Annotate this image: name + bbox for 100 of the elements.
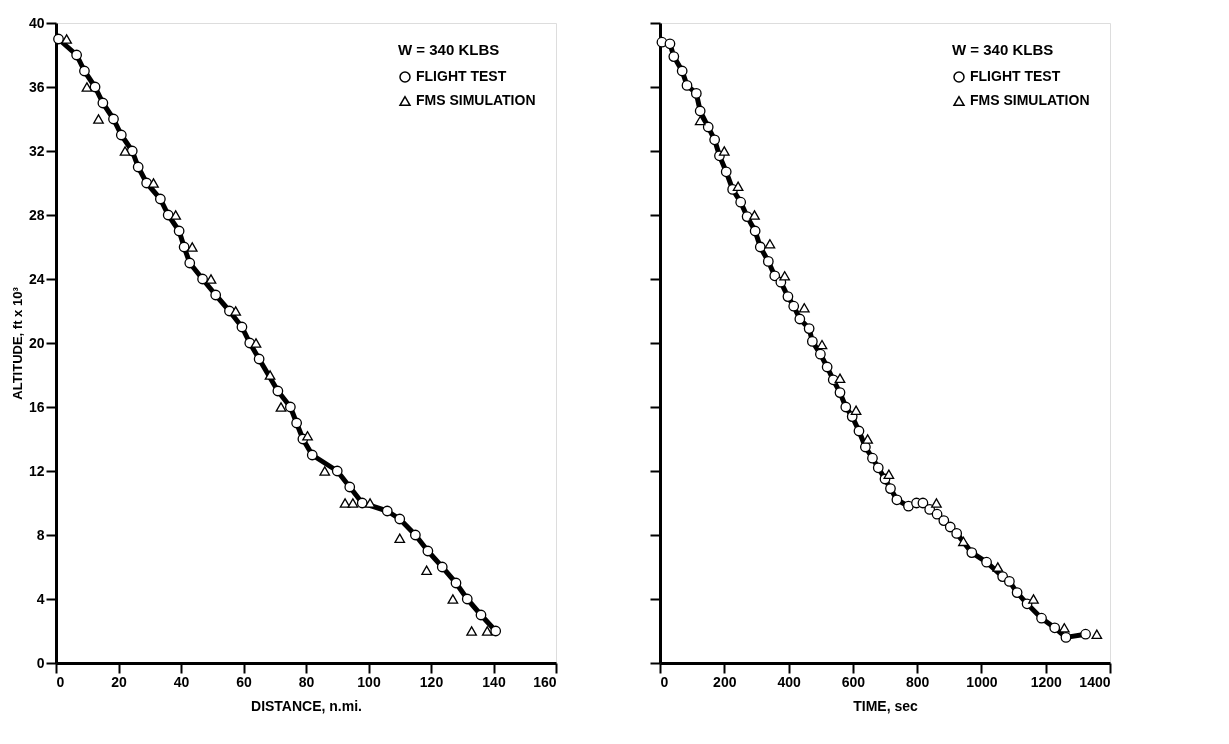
point	[681, 80, 693, 91]
point	[798, 303, 810, 313]
point	[749, 225, 761, 237]
point	[840, 401, 852, 413]
point	[170, 210, 182, 220]
y-tick-label: 36	[28, 78, 45, 95]
y-tick-label: 24	[28, 270, 45, 287]
point	[944, 521, 956, 533]
point	[981, 556, 992, 568]
point	[718, 146, 730, 156]
point	[938, 515, 950, 526]
point	[236, 321, 248, 333]
x-tick-label: 160	[533, 673, 557, 690]
legend-label: FLIGHT TEST	[970, 68, 1061, 84]
point	[1049, 622, 1061, 634]
point	[381, 505, 393, 517]
point	[867, 452, 878, 464]
point	[466, 626, 478, 636]
point	[720, 166, 732, 178]
x-tick-label: 0	[660, 673, 669, 690]
point	[339, 498, 351, 508]
x-tick-label: 0	[56, 673, 65, 690]
point	[815, 348, 826, 360]
point	[394, 513, 406, 525]
point	[284, 401, 296, 413]
y-tick-label: 20	[28, 334, 45, 351]
legend-label: FLIGHT TEST	[416, 68, 507, 84]
point	[421, 565, 433, 575]
point	[93, 114, 104, 124]
point	[178, 241, 190, 253]
x-tick-label: 600	[841, 673, 866, 690]
point	[319, 466, 331, 476]
x-tick-label: 140	[482, 673, 506, 690]
point	[344, 481, 356, 493]
point	[436, 561, 448, 573]
point	[1011, 587, 1023, 598]
point	[481, 626, 493, 636]
y-axis-title: ALTITUDE, ft x 10³	[9, 286, 25, 400]
point	[291, 417, 303, 429]
point	[132, 161, 144, 173]
point	[97, 97, 109, 109]
point	[347, 498, 359, 508]
point	[490, 625, 502, 637]
point	[690, 88, 702, 99]
point	[664, 38, 676, 50]
point	[275, 402, 287, 412]
point	[709, 134, 721, 146]
x-axis-title: DISTANCE, n.mi.	[251, 697, 362, 714]
point	[1036, 612, 1047, 624]
point	[230, 306, 242, 316]
point	[992, 562, 1004, 572]
x-tick-label: 1400	[1079, 673, 1111, 690]
legend-label: FMS SIMULATION	[970, 92, 1090, 108]
point	[108, 113, 119, 125]
point	[1091, 629, 1103, 639]
point	[794, 313, 806, 325]
x-tick-label: 1000	[966, 673, 998, 690]
point	[803, 323, 815, 334]
point	[205, 274, 217, 284]
y-tick-label: 12	[28, 462, 45, 479]
point	[89, 81, 101, 93]
point	[676, 65, 688, 77]
point	[409, 529, 421, 541]
y-tick-label: 0	[36, 654, 45, 671]
point	[958, 536, 969, 547]
x-tick-label: 100	[357, 673, 381, 690]
point	[119, 146, 131, 156]
point	[162, 209, 174, 221]
point	[250, 338, 262, 348]
x-tick-label: 400	[777, 673, 801, 690]
point	[735, 196, 747, 208]
point	[331, 465, 343, 477]
point	[272, 385, 284, 397]
point	[834, 387, 846, 398]
point	[806, 336, 818, 347]
x-tick-label: 20	[111, 673, 127, 690]
point	[475, 609, 487, 621]
y-tick-label: 40	[28, 14, 45, 31]
point	[668, 51, 680, 62]
point	[447, 594, 459, 604]
point	[749, 210, 760, 220]
y-tick-label: 8	[36, 526, 45, 543]
point	[883, 469, 895, 479]
x-tick-label: 80	[298, 673, 315, 690]
legend-title: W = 340 KLBS	[952, 41, 1054, 58]
y-tick-label: 32	[28, 142, 45, 159]
point	[1004, 576, 1015, 587]
point	[186, 242, 198, 252]
x-tick-label: 800	[905, 673, 930, 690]
point	[853, 425, 865, 437]
point	[71, 49, 83, 61]
x-tick-label: 1200	[1030, 673, 1062, 690]
point	[782, 291, 794, 302]
point	[154, 193, 166, 205]
point	[931, 508, 943, 520]
legend-label: FMS SIMULATION	[416, 92, 536, 108]
legend-title: W = 340 KLBS	[398, 41, 500, 58]
point	[79, 65, 90, 77]
point	[1080, 628, 1091, 640]
x-tick-label: 40	[173, 673, 190, 690]
